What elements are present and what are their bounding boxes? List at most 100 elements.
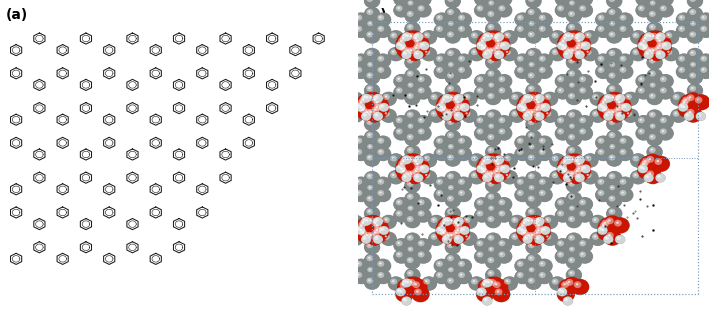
- Circle shape: [569, 170, 577, 177]
- Circle shape: [483, 31, 501, 46]
- Circle shape: [404, 35, 406, 36]
- Circle shape: [559, 242, 562, 244]
- Circle shape: [497, 167, 500, 170]
- Circle shape: [364, 215, 383, 231]
- Circle shape: [525, 253, 542, 268]
- Circle shape: [437, 95, 455, 110]
- Circle shape: [445, 218, 452, 224]
- Circle shape: [283, 219, 284, 220]
- Circle shape: [335, 35, 337, 36]
- Circle shape: [497, 40, 500, 42]
- Circle shape: [404, 91, 420, 105]
- Circle shape: [644, 160, 647, 162]
- Circle shape: [617, 135, 633, 150]
- Circle shape: [456, 259, 472, 273]
- Circle shape: [353, 270, 369, 284]
- Circle shape: [501, 170, 518, 184]
- Circle shape: [325, 245, 339, 257]
- Circle shape: [445, 215, 464, 231]
- Circle shape: [337, 87, 344, 93]
- Circle shape: [577, 250, 593, 264]
- Circle shape: [655, 50, 666, 59]
- Circle shape: [492, 40, 510, 56]
- Circle shape: [606, 7, 622, 21]
- Circle shape: [369, 111, 372, 113]
- Circle shape: [437, 227, 455, 243]
- Circle shape: [577, 74, 593, 88]
- Circle shape: [403, 298, 407, 302]
- Circle shape: [408, 247, 413, 252]
- Circle shape: [464, 234, 471, 240]
- Circle shape: [624, 105, 625, 107]
- Circle shape: [647, 132, 663, 146]
- Circle shape: [408, 83, 413, 88]
- Circle shape: [369, 96, 372, 99]
- Circle shape: [355, 261, 362, 267]
- Circle shape: [525, 117, 542, 131]
- Circle shape: [292, 217, 303, 226]
- Circle shape: [569, 156, 577, 163]
- Circle shape: [365, 230, 383, 245]
- Circle shape: [409, 125, 411, 127]
- Circle shape: [606, 94, 614, 101]
- Circle shape: [442, 94, 452, 103]
- Circle shape: [599, 218, 617, 233]
- Circle shape: [601, 220, 609, 226]
- Circle shape: [532, 97, 551, 113]
- Circle shape: [576, 85, 593, 99]
- Circle shape: [374, 222, 381, 229]
- Circle shape: [527, 85, 535, 91]
- Circle shape: [571, 43, 589, 59]
- Circle shape: [649, 172, 651, 175]
- Circle shape: [697, 113, 702, 117]
- Circle shape: [571, 84, 573, 86]
- Circle shape: [430, 111, 437, 117]
- Circle shape: [450, 219, 453, 222]
- Circle shape: [566, 156, 574, 163]
- Circle shape: [328, 59, 330, 61]
- Circle shape: [590, 92, 605, 106]
- Circle shape: [405, 45, 423, 61]
- Circle shape: [485, 156, 493, 163]
- Circle shape: [566, 153, 585, 170]
- Circle shape: [393, 115, 409, 129]
- Circle shape: [328, 259, 330, 261]
- Circle shape: [483, 45, 501, 61]
- Circle shape: [440, 230, 448, 236]
- Circle shape: [565, 176, 567, 177]
- Circle shape: [606, 130, 622, 144]
- Circle shape: [436, 220, 454, 236]
- Circle shape: [647, 170, 654, 177]
- Circle shape: [651, 25, 653, 28]
- Circle shape: [379, 68, 381, 70]
- Circle shape: [498, 252, 506, 257]
- Circle shape: [317, 78, 319, 80]
- Circle shape: [328, 72, 330, 74]
- Circle shape: [690, 62, 696, 67]
- Circle shape: [489, 47, 496, 54]
- Circle shape: [397, 43, 415, 58]
- Circle shape: [327, 47, 335, 54]
- Circle shape: [476, 210, 484, 217]
- Circle shape: [454, 217, 464, 226]
- Circle shape: [411, 159, 430, 175]
- Circle shape: [527, 209, 535, 214]
- Circle shape: [445, 194, 461, 208]
- Circle shape: [644, 47, 647, 49]
- Circle shape: [357, 217, 375, 234]
- Circle shape: [543, 105, 545, 107]
- Circle shape: [478, 166, 482, 169]
- Circle shape: [566, 233, 582, 247]
- Circle shape: [561, 168, 569, 175]
- Circle shape: [326, 134, 333, 140]
- Circle shape: [642, 158, 649, 165]
- Circle shape: [658, 176, 659, 177]
- Circle shape: [568, 270, 575, 276]
- Circle shape: [350, 94, 357, 100]
- Circle shape: [478, 279, 496, 295]
- Circle shape: [542, 215, 558, 229]
- Circle shape: [406, 81, 420, 93]
- Circle shape: [446, 60, 459, 72]
- Circle shape: [559, 156, 576, 172]
- Circle shape: [283, 96, 284, 97]
